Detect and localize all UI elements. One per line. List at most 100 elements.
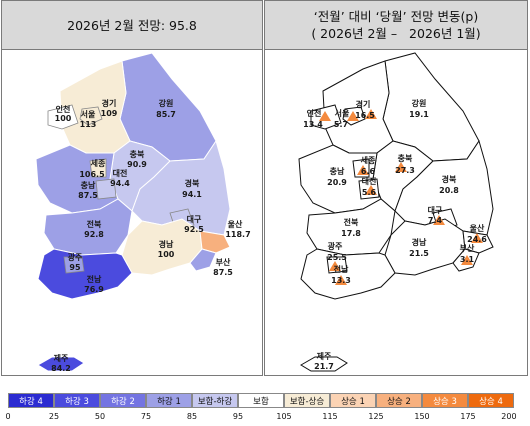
label-daejeon-name: 대전 — [113, 168, 128, 178]
chg-gyeonggi-value: 16.5 — [355, 111, 375, 120]
legend-tick: 175 — [460, 412, 476, 421]
chg-incheon-name: 인천 — [307, 108, 322, 118]
label-seoul-value: 113 — [80, 120, 97, 129]
chg-gangwon-value: 19.1 — [409, 110, 429, 119]
color-legend: 하강 4 하강 3 하강 2 하강 1 보합-하강 보합 보합-상승 상승 1 … — [8, 393, 514, 408]
up-arrow-daejeon — [365, 185, 377, 195]
label-sejong-value: 106.5 — [79, 170, 105, 179]
up-arrow-gwangju — [329, 261, 341, 271]
chg-jeju-value: 21.7 — [314, 362, 334, 371]
region-ulsan[interactable] — [199, 230, 231, 254]
legend-tick: 0 — [5, 412, 11, 421]
region-daejeon[interactable] — [95, 178, 117, 200]
label-daegu-name: 대구 — [187, 214, 202, 224]
chg-gwangju-name: 광주 — [328, 241, 343, 251]
label-chungnam-value: 87.5 — [78, 191, 98, 200]
legend-tick: 150 — [414, 412, 430, 421]
right-panel-header: ‘전월’ 대비 ‘당월’ 전망 변동(p) ( 2026년 2월 – 2026년… — [265, 1, 527, 50]
label-seoul-name: 서울 — [81, 109, 96, 119]
chg-jeonnam-value: 13.3 — [331, 276, 351, 285]
label-gyeongnam-name: 경남 — [159, 239, 174, 249]
right-panel-title-line2: ( 2026년 2월 – 2026년 1월) — [311, 26, 481, 41]
label-ulsan-name: 울산 — [228, 219, 243, 229]
chg-daegu-value: 7.4 — [428, 216, 443, 225]
up-arrow-gyeonggi — [365, 109, 377, 119]
chg-gangwon-name: 강원 — [412, 98, 427, 108]
label-daejeon-value: 94.4 — [110, 179, 130, 188]
label-jeju-value: 84.2 — [51, 364, 71, 373]
chg-jeonbuk-value: 17.8 — [341, 229, 361, 238]
legend-tick: 85 — [186, 412, 198, 421]
label-chungbuk-value: 90.9 — [127, 160, 147, 169]
legend-cell: 하강 1 — [146, 393, 192, 408]
up-arrow-seoul — [347, 111, 359, 121]
region-chungnam[interactable] — [35, 144, 119, 214]
chg-gyeongbuk-name: 경북 — [442, 174, 457, 184]
chg-busan-name: 부산 — [460, 243, 475, 253]
chg-sejong-name: 세종 — [361, 155, 376, 165]
region-gwangju[interactable] — [63, 256, 85, 274]
label-chungnam-name: 충남 — [81, 180, 96, 190]
label-busan-name: 부산 — [216, 257, 231, 267]
legend-cell: 하강 4 — [8, 393, 54, 408]
chg-daegu-name: 대구 — [428, 205, 443, 215]
outline-jeju[interactable] — [300, 356, 348, 372]
chg-gyeongbuk-value: 20.8 — [439, 186, 459, 195]
legend-cell: 상승 4 — [468, 393, 514, 408]
label-jeju-name: 제주 — [54, 353, 69, 363]
left-choropleth-map: 인천 100 서울 113 경기 109 강원 85.7 충북 90.9 세종 … — [35, 52, 251, 373]
legend-cell: 상승 2 — [376, 393, 422, 408]
label-daegu-value: 92.5 — [184, 225, 204, 234]
label-gyeongbuk-value: 94.1 — [182, 190, 202, 199]
label-jeonnam-name: 전남 — [87, 274, 102, 284]
up-arrow-incheon — [319, 111, 331, 121]
label-gangwon-value: 85.7 — [156, 110, 176, 119]
right-change-map: 인천 13.4 서울 5.7 경기 16.5 강원 19.1 충북 27.3 세… — [298, 52, 494, 372]
label-gyeongbuk-name: 경북 — [185, 178, 200, 188]
label-incheon-value: 100 — [55, 114, 72, 123]
legend-tick: 105 — [276, 412, 292, 421]
region-jeonnam[interactable] — [37, 248, 133, 300]
label-incheon-name: 인천 — [56, 104, 71, 114]
region-busan[interactable] — [189, 248, 217, 272]
chg-jeju-name: 제주 — [317, 351, 332, 361]
chg-daejeon-name: 대전 — [362, 176, 377, 186]
chg-gyeongnam-value: 21.5 — [409, 249, 429, 258]
legend-cell: 하강 3 — [54, 393, 100, 408]
region-seoul[interactable] — [79, 106, 103, 126]
outline-jeonnam[interactable] — [300, 248, 396, 300]
region-jeju[interactable] — [37, 356, 85, 372]
label-jeonbuk-name: 전북 — [87, 219, 102, 229]
legend-tick: 75 — [140, 412, 152, 421]
legend-tick: 200 — [501, 412, 517, 421]
legend-cell: 상승 1 — [330, 393, 376, 408]
region-incheon[interactable] — [47, 104, 79, 130]
chg-jeonbuk-name: 전북 — [344, 217, 359, 227]
chg-daejeon-value: 5.6 — [362, 188, 377, 197]
label-gyeonggi-name: 경기 — [102, 98, 117, 108]
label-gyeonggi-value: 109 — [101, 109, 118, 118]
outline-gyeongnam[interactable] — [384, 218, 466, 276]
left-map-panel: 2026년 2월 전망: 95.8 — [1, 0, 263, 376]
right-map-panel: ‘전월’ 대비 ‘당월’ 전망 변동(p) ( 2026년 2월 – 2026년… — [264, 0, 528, 376]
legend-cell: 보합 — [238, 393, 284, 408]
chg-chungbuk-value: 27.3 — [395, 166, 415, 175]
chg-sejong-value: 6.6 — [361, 167, 376, 176]
chg-chungnam-value: 20.9 — [327, 178, 347, 187]
label-gwangju-value: 95 — [69, 263, 81, 272]
legend-cell: 보합-하강 — [192, 393, 238, 408]
chg-seoul-name: 서울 — [335, 108, 350, 118]
left-panel-title: 2026년 2월 전망: 95.8 — [67, 17, 197, 33]
chg-jeonnam-name: 전남 — [334, 264, 349, 274]
right-panel-title-line1: ‘전월’ 대비 ‘당월’ 전망 변동(p) — [313, 9, 479, 24]
chg-gwangju-value: 25.5 — [327, 253, 347, 262]
region-sejong[interactable] — [89, 158, 107, 178]
legend-cell: 상승 3 — [422, 393, 468, 408]
label-chungbuk-name: 충북 — [130, 149, 145, 159]
legend-ticks: 0 25 50 75 85 95 105 115 125 150 175 200 — [5, 412, 517, 424]
up-arrow-ulsan — [471, 233, 483, 243]
legend-tick: 95 — [232, 412, 244, 421]
legend-cell: 하강 2 — [100, 393, 146, 408]
chg-chungbuk-name: 충북 — [398, 153, 413, 163]
chg-chungnam-name: 충남 — [330, 166, 345, 176]
